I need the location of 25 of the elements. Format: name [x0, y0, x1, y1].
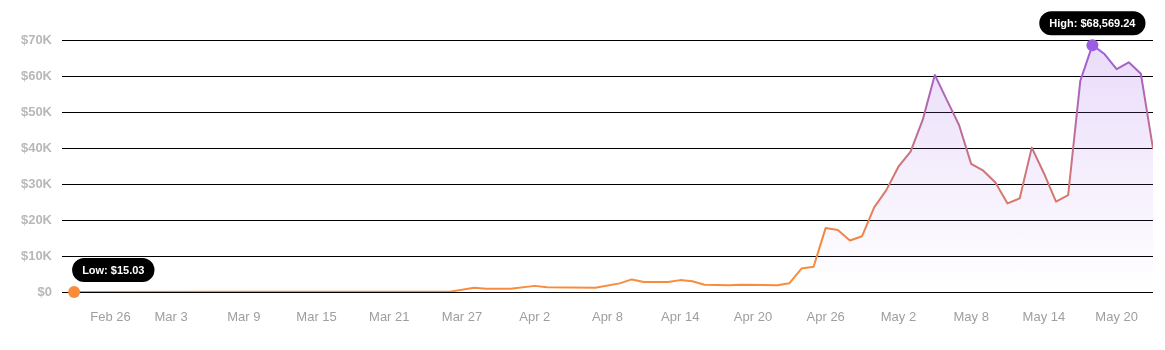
x-tick-label: Mar 27 — [441, 309, 483, 325]
y-tick-label: $70K — [20, 31, 53, 47]
x-tick-label: Apr 2 — [519, 309, 551, 325]
x-tick-label: Mar 15 — [296, 309, 337, 325]
x-tick-label: Apr 14 — [661, 309, 700, 325]
x-tick-label: May 14 — [1022, 309, 1066, 325]
y-tick-label: $20K — [20, 211, 53, 227]
x-tick-label: Mar 21 — [369, 309, 410, 325]
y-tick-label: $10K — [20, 247, 53, 263]
x-tick-label: Apr 26 — [806, 309, 845, 325]
y-tick-label: $40K — [20, 139, 53, 155]
annotation: High: $68,569.24 — [1049, 17, 1137, 30]
y-tick-label: $30K — [20, 175, 53, 191]
x-tick-label: May 2 — [880, 309, 917, 325]
y-tick-label: $50K — [20, 103, 53, 119]
x-tick-label: Apr 20 — [733, 309, 773, 325]
x-tick-label: Mar 3 — [154, 309, 188, 325]
x-tick-label: Apr 8 — [591, 309, 624, 325]
x-tick-label: May 8 — [953, 309, 989, 325]
y-tick-label: $0 — [37, 283, 52, 299]
annotation: Low: $15.03 — [82, 263, 145, 276]
x-tick-label: Mar 9 — [227, 309, 261, 325]
x-tick-label: Feb 26 — [90, 309, 131, 325]
y-tick-label: $60K — [20, 67, 53, 83]
x-tick-label: May 20 — [1095, 309, 1138, 325]
